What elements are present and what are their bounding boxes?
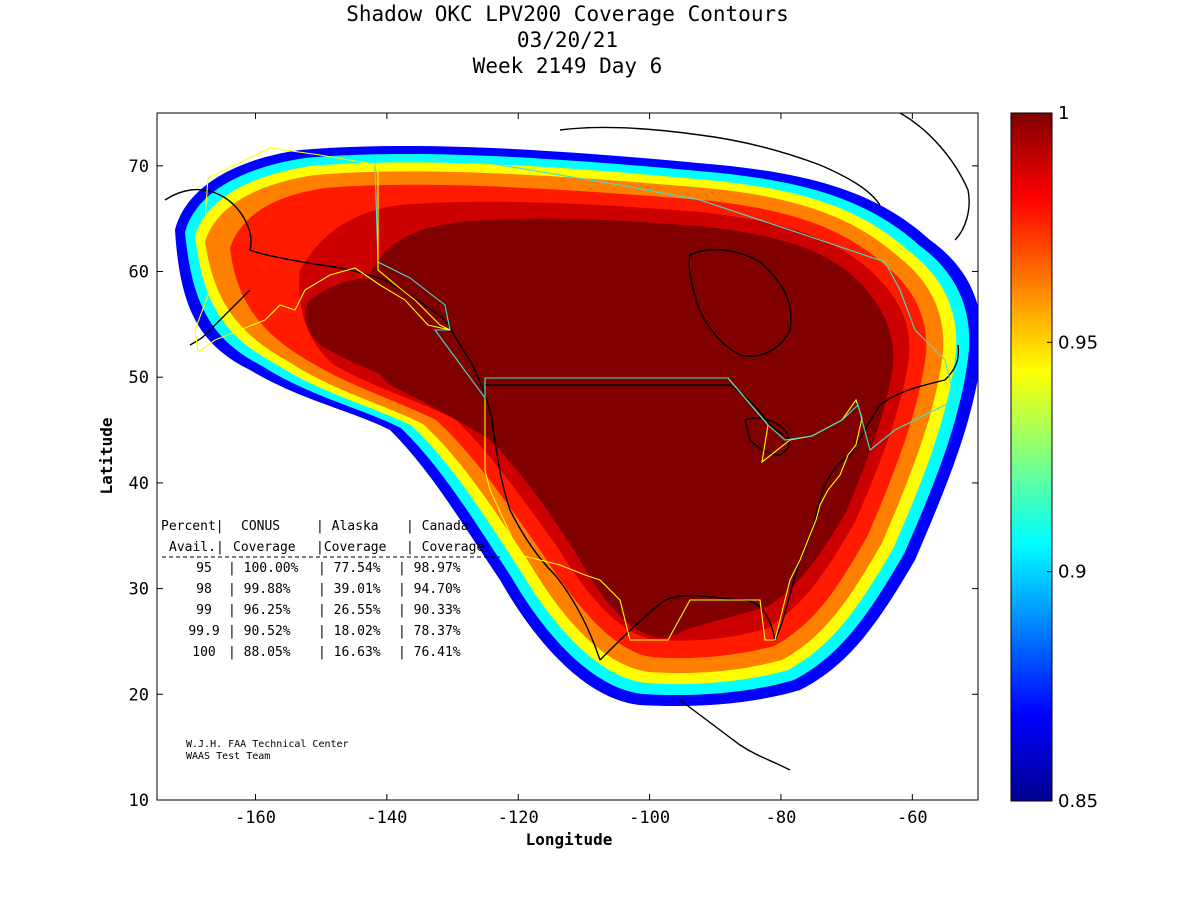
table-header-alaska: | Alaska [316,519,379,534]
table-cell-canada: | 90.33% [398,603,461,618]
y-axis-label: Latitude [97,417,116,494]
service-volume-outlines [194,147,956,641]
table-cell-canada: | 76.41% [398,645,461,660]
coastlines [164,113,970,771]
y-tick-label: 70 [129,157,149,177]
table-cell-canada: | 78.37% [398,624,461,639]
table-header-conus: CONUS [241,519,280,534]
table-rows: 95 | 100.00% | 77.54% | 98.97% 98 | 99.88% | 3… [188,561,460,660]
colorbar-tick-label: 1 [1058,103,1069,124]
x-tick-label: -80 [766,808,797,828]
colorbar-tick-label: 0.85 [1058,791,1098,812]
table-cell-avail: 100 [192,645,215,660]
x-axis-label: Longitude [526,830,613,849]
table-cell-conus: | 96.25% [228,603,291,618]
table-subheader-canada: | Coverage [406,540,484,555]
central-america [679,699,791,771]
y-tick-label: 50 [129,368,149,388]
east-coast [819,344,960,501]
x-tick-label: -60 [897,808,928,828]
chart-title: Shadow OKC LPV200 Coverage Contours [346,2,789,26]
alaska-coastline [164,188,471,361]
table-cell-alaska: | 77.54% [318,561,381,576]
table-cell-canada: | 98.97% [398,561,461,576]
x-axis-ticks: -160 -140 -120 -100 -80 -60 [235,113,928,828]
table-subheader-conus: Coverage [233,540,296,555]
table-cell-conus: | 100.00% [228,561,299,576]
table-cell-alaska: | 39.01% [318,582,381,597]
table-cell-avail: 98 [196,582,212,597]
credit-line-1: W.J.H. FAA Technical Center [186,739,349,750]
x-tick-label: -120 [498,808,539,828]
table-cell-avail: 95 [196,561,212,576]
x-tick-label: -100 [629,808,670,828]
table-header-percent: Percent| [161,519,224,534]
x-tick-label: -140 [366,808,407,828]
table-cell-alaska: | 26.55% [318,603,381,618]
contour-band-100 [362,218,894,639]
alaska-service-volume [194,147,451,353]
colorbar-tick-label: 0.9 [1058,562,1087,583]
y-tick-label: 10 [129,791,149,811]
table-cell-alaska: | 18.02% [318,624,381,639]
coverage-contours [175,145,978,707]
table-cell-canada: | 94.70% [398,582,461,597]
plot-frame [156,112,979,801]
y-tick-label: 20 [129,685,149,705]
table-cell-conus: | 99.88% [228,582,291,597]
table-cell-conus: | 88.05% [228,645,291,660]
colorbar-ticks: 1 0.95 0.9 0.85 [1047,103,1098,812]
west-coast [469,359,601,661]
table-cell-avail: 99.9 [188,624,219,639]
great-lakes [744,417,790,456]
y-tick-label: 60 [129,263,149,283]
table-header-canada: | Canada [406,519,469,534]
greenland [899,113,970,241]
credit-line-2: WAAS Test Team [186,751,270,762]
y-axis-ticks: 10 20 30 40 50 60 70 [129,157,978,811]
colorbar [1010,112,1053,802]
alaska-peninsula [189,289,251,346]
y-tick-label: 30 [129,580,149,600]
table-cell-alaska: | 16.63% [318,645,381,660]
canada-service-volume [374,154,956,451]
chart-week-day: Week 2149 Day 6 [472,54,663,78]
us-canada-border [485,384,791,441]
table-cell-avail: 99 [196,603,212,618]
table-subheader-alaska: |Coverage [316,540,387,555]
coverage-table: Percent| CONUS | Alaska | Canada Avail.|… [161,519,500,660]
y-tick-label: 40 [129,474,149,494]
table-subheader-avail: Avail.| [169,540,224,555]
hudson-bay [688,249,792,357]
colorbar-tick-label: 0.95 [1058,332,1098,353]
table-cell-conus: | 90.52% [228,624,291,639]
contour-band-100-alaska [304,278,400,380]
arctic-islands [559,126,881,206]
chart-date: 03/20/21 [516,28,619,52]
x-tick-label: -160 [235,808,276,828]
